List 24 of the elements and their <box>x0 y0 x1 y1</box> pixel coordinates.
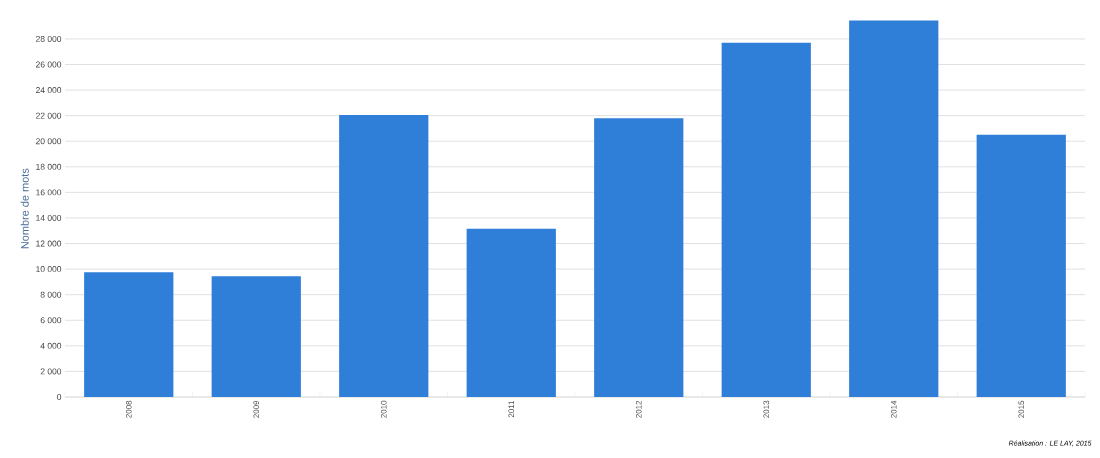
y-tick-label: 2 000 <box>40 368 62 375</box>
y-tick-label: 4 000 <box>40 342 62 349</box>
y-tick-label: 26 000 <box>36 61 62 68</box>
y-tick-label: 10 000 <box>36 266 62 273</box>
y-axis-title: Nombre de mots <box>20 168 29 249</box>
y-tick-label: 22 000 <box>36 112 62 119</box>
y-tick-label: 0 <box>57 393 62 400</box>
y-tick-label: 24 000 <box>36 87 62 94</box>
bar <box>594 118 684 397</box>
y-tick-label: 14 000 <box>36 214 62 221</box>
bar <box>211 276 301 397</box>
y-tick-label: 8 000 <box>40 291 62 298</box>
y-tick-label: 20 000 <box>36 138 62 145</box>
y-tick-label: 6 000 <box>40 317 62 324</box>
y-tick-label: 12 000 <box>36 240 62 247</box>
bar <box>339 115 429 397</box>
y-tick-label: 28 000 <box>36 35 62 42</box>
bar <box>721 42 811 397</box>
y-tick-label: 18 000 <box>36 163 62 170</box>
bar <box>466 228 556 397</box>
y-tick-label: 16 000 <box>36 189 62 196</box>
bar <box>84 272 174 397</box>
bar <box>849 20 939 397</box>
bar <box>976 134 1066 397</box>
